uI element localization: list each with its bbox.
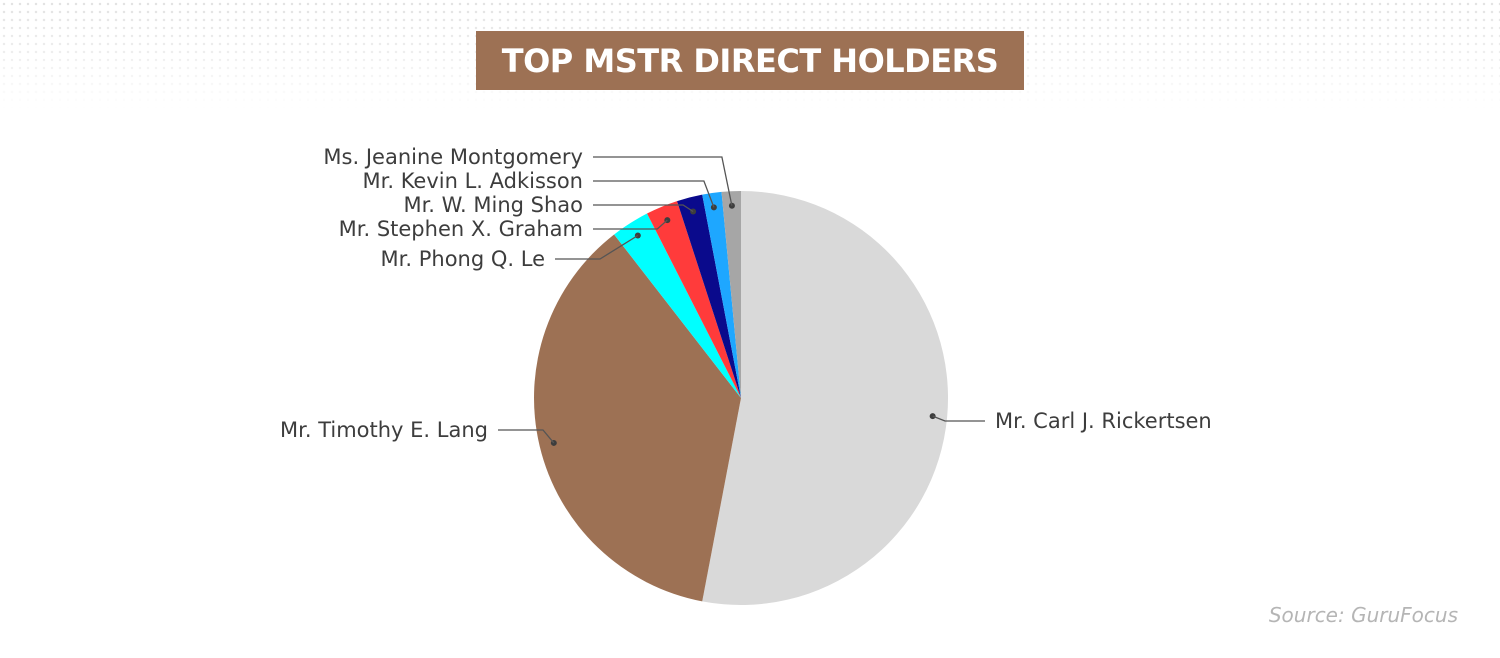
- leader-line: [593, 180, 715, 208]
- chart-title: TOP MSTR DIRECT HOLDERS: [476, 31, 1024, 90]
- slice-label: Mr. Timothy E. Lang: [280, 418, 488, 442]
- pie-slice: [702, 191, 949, 605]
- pie-slice: [647, 201, 741, 398]
- leader-dot: [710, 204, 717, 211]
- leader-line: [498, 429, 555, 444]
- leader-line: [593, 156, 733, 206]
- leader-line: [593, 204, 694, 213]
- leader-dot: [728, 202, 735, 209]
- slice-label: Ms. Jeanine Montgomery: [323, 145, 583, 169]
- pie-slice: [702, 191, 741, 398]
- slice-label: Mr. Kevin L. Adkisson: [363, 169, 583, 193]
- pie-slice: [677, 194, 741, 398]
- leader-line: [555, 234, 639, 260]
- leader-dot: [634, 232, 641, 239]
- source-note: Source: GuruFocus: [1268, 603, 1458, 627]
- leader-dot: [929, 413, 936, 420]
- slice-label: Mr. Phong Q. Le: [381, 247, 545, 271]
- pie-slice: [614, 213, 741, 398]
- pie-slice: [721, 191, 741, 398]
- leader-line: [593, 219, 668, 230]
- leader-line: [932, 415, 985, 422]
- pie-slice: [534, 234, 741, 602]
- slice-label: Mr. Stephen X. Graham: [339, 217, 583, 241]
- slice-label: Mr. Carl J. Rickertsen: [995, 409, 1212, 433]
- slice-label: Mr. W. Ming Shao: [403, 193, 583, 217]
